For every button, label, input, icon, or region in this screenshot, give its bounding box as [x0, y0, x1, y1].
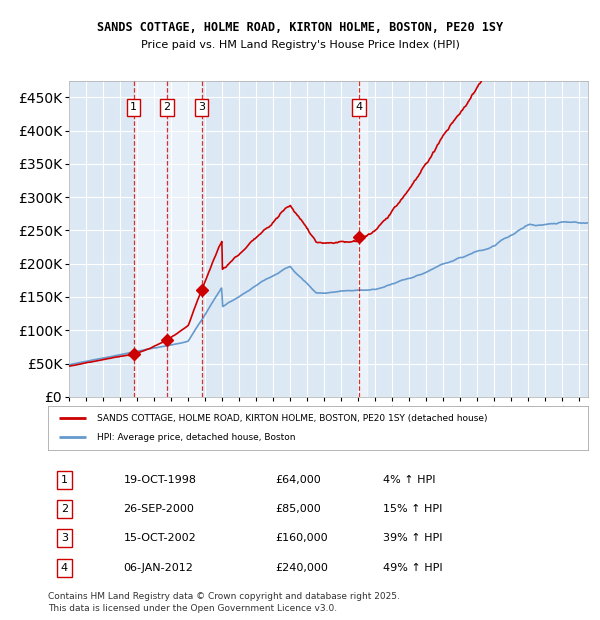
- Text: Contains HM Land Registry data © Crown copyright and database right 2025.: Contains HM Land Registry data © Crown c…: [48, 592, 400, 601]
- Text: £240,000: £240,000: [275, 563, 328, 573]
- Bar: [359, 81, 367, 397]
- Text: HPI: Average price, detached house, Boston: HPI: Average price, detached house, Bost…: [97, 433, 295, 442]
- Text: 1: 1: [61, 475, 68, 485]
- Text: This data is licensed under the Open Government Licence v3.0.: This data is licensed under the Open Gov…: [48, 604, 337, 613]
- Text: 4% ↑ HPI: 4% ↑ HPI: [383, 475, 436, 485]
- Text: Price paid vs. HM Land Registry's House Price Index (HPI): Price paid vs. HM Land Registry's House …: [140, 40, 460, 50]
- Text: 15% ↑ HPI: 15% ↑ HPI: [383, 504, 442, 514]
- Text: 3: 3: [198, 102, 205, 112]
- Text: 19-OCT-1998: 19-OCT-1998: [124, 475, 197, 485]
- Text: 1: 1: [130, 102, 137, 112]
- Text: £85,000: £85,000: [275, 504, 320, 514]
- Text: 26-SEP-2000: 26-SEP-2000: [124, 504, 194, 514]
- Text: 2: 2: [61, 504, 68, 514]
- Text: £64,000: £64,000: [275, 475, 320, 485]
- Bar: [134, 81, 202, 397]
- Text: 06-JAN-2012: 06-JAN-2012: [124, 563, 193, 573]
- Text: 3: 3: [61, 533, 68, 543]
- Text: 39% ↑ HPI: 39% ↑ HPI: [383, 533, 442, 543]
- Text: SANDS COTTAGE, HOLME ROAD, KIRTON HOLME, BOSTON, PE20 1SY (detached house): SANDS COTTAGE, HOLME ROAD, KIRTON HOLME,…: [97, 414, 487, 423]
- Text: SANDS COTTAGE, HOLME ROAD, KIRTON HOLME, BOSTON, PE20 1SY: SANDS COTTAGE, HOLME ROAD, KIRTON HOLME,…: [97, 22, 503, 34]
- Text: 49% ↑ HPI: 49% ↑ HPI: [383, 563, 442, 573]
- Text: 2: 2: [163, 102, 170, 112]
- Text: £160,000: £160,000: [275, 533, 328, 543]
- Text: 4: 4: [61, 563, 68, 573]
- Text: 4: 4: [355, 102, 362, 112]
- Text: 15-OCT-2002: 15-OCT-2002: [124, 533, 196, 543]
